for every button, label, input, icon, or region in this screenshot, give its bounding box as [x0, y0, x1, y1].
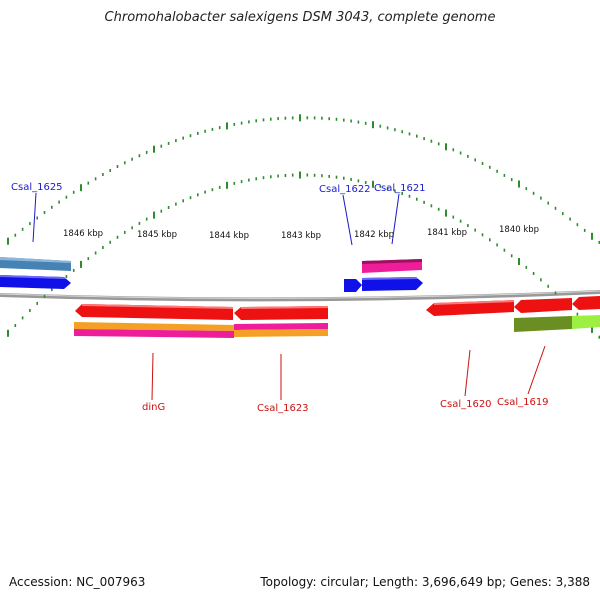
- leader-csal-1625: [32, 192, 37, 243]
- feature-lime-band-right[interactable]: [572, 315, 600, 329]
- feature-orange-band-ding[interactable]: [74, 322, 234, 331]
- gene-label-csal-1622[interactable]: Csal_1622: [319, 184, 371, 195]
- reverse-strand-features: [74, 296, 600, 338]
- cds-arrow-csal-1622[interactable]: [344, 279, 362, 292]
- upper-tick-row: [7, 114, 600, 245]
- scale-label-1846: 1846 kbp: [63, 229, 103, 239]
- leader-csal-1620: [464, 349, 471, 397]
- cds-arrow-ding-highlight: [82, 304, 233, 309]
- leader-ding: [151, 352, 154, 401]
- label-leader-lines: [32, 192, 546, 401]
- feature-orange-band-csal-1623[interactable]: [234, 329, 328, 337]
- feature-magenta-band-ding[interactable]: [74, 329, 234, 338]
- genome-backbone: [0, 290, 600, 302]
- gene-label-csal-1619[interactable]: Csal_1619: [497, 397, 549, 408]
- accession-text: Accession: NC_007963: [9, 575, 146, 589]
- cds-arrow-csal-1621-highlight: [362, 277, 418, 280]
- cds-arrow-right-edge[interactable]: [572, 296, 600, 310]
- scale-label-1845: 1845 kbp: [137, 230, 177, 240]
- scale-label-1840: 1840 kbp: [499, 225, 539, 235]
- leader-csal-1622: [342, 194, 353, 246]
- genome-backbone-highlight: [0, 290, 600, 299]
- cds-arrow-csal-1619[interactable]: [514, 298, 572, 313]
- cds-arrow-csal-1623-highlight: [241, 306, 328, 309]
- scale-labels: 1846 kbp 1845 kbp 1844 kbp 1843 kbp 1842…: [63, 225, 539, 241]
- lower-tick-row: [7, 171, 600, 339]
- scale-label-1844: 1844 kbp: [209, 231, 249, 241]
- gene-label-csal-1621[interactable]: Csal_1621: [374, 183, 426, 194]
- feature-steelblue-highlight: [0, 257, 71, 263]
- feature-magenta-band-edge: [362, 259, 422, 264]
- topology-summary-text: Topology: circular; Length: 3,696,649 bp…: [260, 575, 590, 589]
- cds-arrow-csal-1620-highlight: [434, 300, 514, 305]
- gene-label-csal-1625[interactable]: Csal_1625: [11, 182, 63, 193]
- scale-label-1841: 1841 kbp: [427, 228, 467, 238]
- feature-olive-band-csal-1619[interactable]: [514, 316, 572, 332]
- leader-csal-1619: [527, 345, 546, 395]
- cds-arrow-blue-left-highlight: [0, 275, 66, 279]
- leader-csal-1621: [391, 193, 400, 245]
- feature-magenta-band-csal-1623[interactable]: [234, 323, 328, 330]
- forward-strand-features: [0, 257, 423, 292]
- cds-arrow-csal-1621[interactable]: [362, 277, 423, 291]
- gene-label-csal-1620[interactable]: Csal_1620: [440, 399, 492, 410]
- cds-arrow-csal-1623[interactable]: [234, 306, 328, 320]
- map-title: Chromohalobacter salexigens DSM 3043, co…: [104, 10, 496, 25]
- scale-label-1843: 1843 kbp: [281, 231, 321, 241]
- gene-label-ding[interactable]: dinG: [142, 402, 165, 413]
- gene-label-csal-1623[interactable]: Csal_1623: [257, 403, 309, 414]
- scale-label-1842: 1842 kbp: [354, 230, 394, 240]
- gene-labels: Csal_1625 Csal_1622 Csal_1621 dinG Csal_…: [11, 182, 549, 414]
